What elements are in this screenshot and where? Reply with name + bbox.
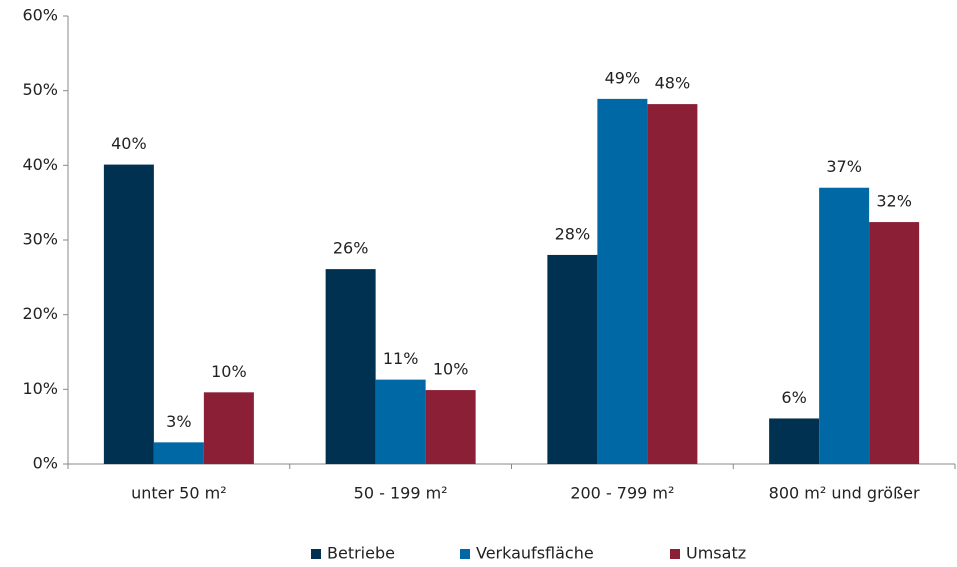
bar [325, 269, 376, 464]
legend-label: Betriebe [327, 544, 395, 563]
bar [547, 254, 598, 464]
bar [153, 442, 204, 464]
value-label: 37% [826, 157, 862, 176]
y-tick-label: 0% [33, 454, 58, 473]
y-tick-label: 30% [22, 230, 58, 249]
legend-swatch [670, 549, 680, 559]
value-label: 48% [655, 74, 691, 93]
x-tick-label: 50 - 199 m² [354, 484, 448, 503]
x-tick-label: 800 m² und größer [769, 484, 920, 503]
value-label: 11% [383, 349, 419, 368]
y-tick-label: 50% [22, 80, 58, 99]
y-tick-label: 10% [22, 379, 58, 398]
value-label: 49% [605, 68, 641, 87]
value-label: 32% [876, 192, 912, 211]
value-label: 26% [333, 239, 369, 258]
bar [103, 164, 154, 464]
bar [819, 187, 870, 464]
bar [647, 104, 698, 465]
bar [425, 390, 476, 464]
value-label: 6% [781, 388, 806, 407]
value-label: 10% [211, 362, 247, 381]
legend-swatch [311, 549, 321, 559]
bar [203, 392, 254, 464]
y-tick-label: 60% [22, 6, 58, 25]
bar [597, 98, 648, 464]
bar [375, 379, 426, 464]
value-label: 3% [166, 412, 191, 431]
legend-swatch [460, 549, 470, 559]
bar [769, 418, 820, 464]
y-tick-label: 40% [22, 155, 58, 174]
value-label: 40% [111, 134, 147, 153]
x-tick-label: 200 - 799 m² [570, 484, 674, 503]
value-label: 28% [555, 224, 591, 243]
y-tick-label: 20% [22, 304, 58, 323]
value-label: 10% [433, 360, 469, 379]
legend-label: Umsatz [686, 544, 746, 563]
legend-label: Verkaufsfläche [476, 544, 594, 563]
bar [869, 222, 920, 464]
x-tick-label: unter 50 m² [131, 484, 227, 503]
